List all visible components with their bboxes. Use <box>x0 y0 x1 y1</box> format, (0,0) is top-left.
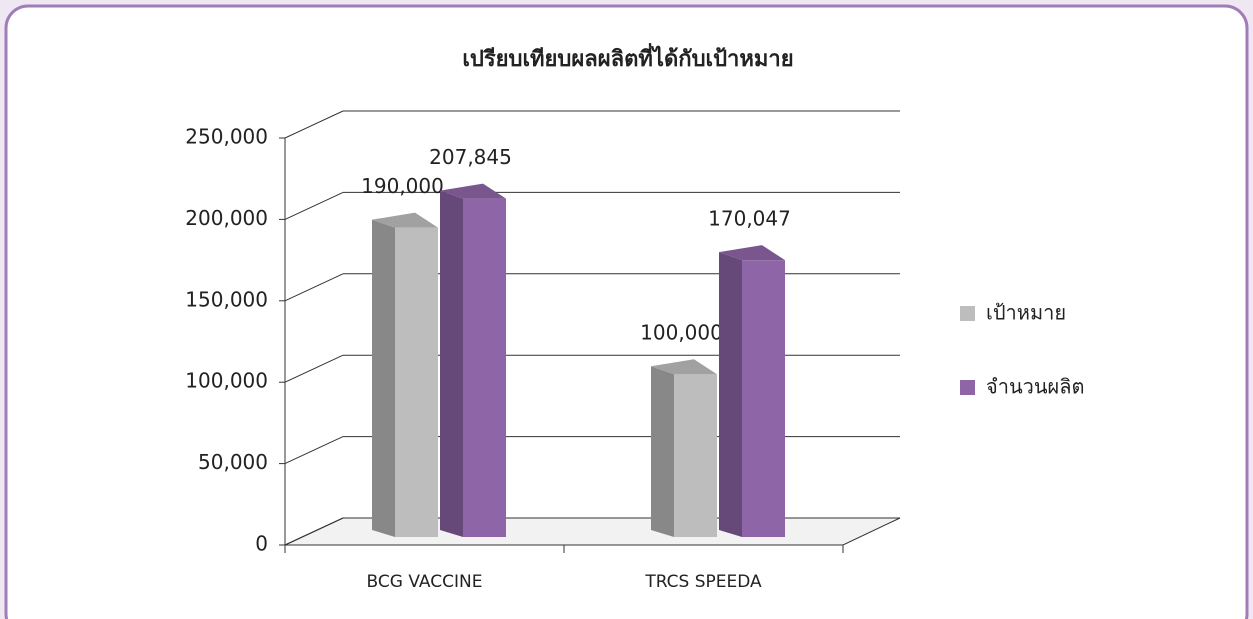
wall-line <box>284 110 344 139</box>
bar <box>440 183 506 537</box>
value-label: 170,047 <box>708 207 791 231</box>
legend-swatch <box>960 306 975 321</box>
legend-swatch <box>960 380 975 395</box>
panel <box>4 4 1249 619</box>
bar-side <box>440 190 463 537</box>
y-tick-label: 150,000 <box>185 287 268 311</box>
wall-line <box>284 436 344 465</box>
bar-top <box>372 212 438 228</box>
bar-side <box>719 252 742 537</box>
bar-front <box>395 227 438 537</box>
bar-top <box>719 245 785 261</box>
legend-label: จำนวนผลิต <box>986 375 1085 399</box>
value-label: 190,000 <box>361 174 444 198</box>
bar <box>372 212 438 537</box>
y-tick-label: 250,000 <box>185 125 268 149</box>
value-label: 207,845 <box>429 145 512 169</box>
y-tick-label: 100,000 <box>185 369 268 393</box>
bar-front <box>463 198 506 537</box>
wall-line <box>284 354 344 383</box>
bar <box>719 245 785 537</box>
value-label: 100,000 <box>640 321 723 345</box>
bar-front <box>742 260 785 537</box>
x-tick-label: TRCS SPEEDA <box>644 572 762 592</box>
x-tick-label: BCG VACCINE <box>367 572 483 592</box>
legend-label: เป้าหมาย <box>986 301 1066 325</box>
y-tick-label: 200,000 <box>185 206 268 230</box>
wall-line <box>284 191 344 220</box>
bar-front <box>674 374 717 537</box>
wall-line <box>284 273 344 302</box>
wall-line <box>284 517 344 546</box>
y-tick-label: 50,000 <box>198 450 268 474</box>
chart-title: เปรียบเทียบผลผลิตที่ได้กับเป้าหมาย <box>462 42 793 72</box>
bar-top <box>651 359 717 375</box>
bar-side <box>372 219 395 537</box>
bar <box>651 359 717 537</box>
y-tick-label: 0 <box>255 532 268 556</box>
bar-side <box>651 366 674 537</box>
bar-top <box>440 183 506 199</box>
